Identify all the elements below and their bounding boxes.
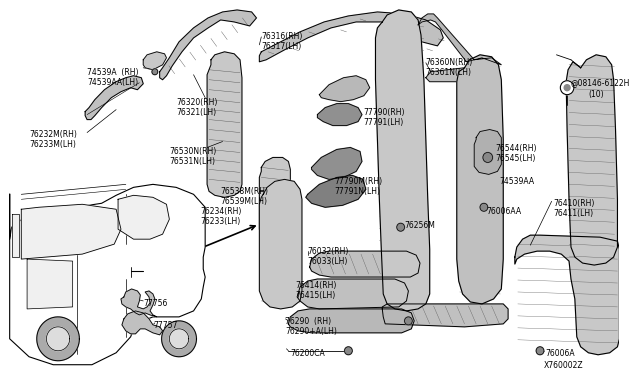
Text: 76411(LH): 76411(LH) [554,209,594,218]
Polygon shape [259,12,444,62]
Text: 76317(LH): 76317(LH) [261,42,301,51]
Text: 76233M(LH): 76233M(LH) [29,140,76,148]
Polygon shape [289,309,414,333]
Text: 76415(LH): 76415(LH) [295,291,335,300]
Circle shape [483,153,493,163]
Polygon shape [162,321,196,357]
Circle shape [152,69,157,75]
Text: 76544(RH): 76544(RH) [495,144,537,154]
Text: 76200CA: 76200CA [291,349,325,358]
Polygon shape [515,235,620,355]
Polygon shape [259,179,302,309]
Text: 76539M(LH): 76539M(LH) [221,197,268,206]
Text: 76320(RH): 76320(RH) [176,98,218,107]
Text: 76361N(LH): 76361N(LH) [426,68,472,77]
Text: 76321(LH): 76321(LH) [176,108,216,117]
Polygon shape [310,251,420,277]
Text: 77757: 77757 [153,321,177,330]
Text: 76032(RH): 76032(RH) [308,247,349,256]
Polygon shape [382,304,508,327]
Text: 77790M(RH): 77790M(RH) [334,177,382,186]
Polygon shape [376,10,429,311]
Text: 76410(RH): 76410(RH) [554,199,595,208]
Circle shape [564,85,570,91]
Text: 76033(LH): 76033(LH) [308,257,348,266]
Polygon shape [21,204,121,259]
Text: 74539AA: 74539AA [499,177,534,186]
Text: @08146-6122H: @08146-6122H [571,78,630,87]
Circle shape [561,81,574,94]
Text: 77790(RH): 77790(RH) [363,108,404,117]
Text: 77756: 77756 [143,299,168,308]
Polygon shape [85,76,143,119]
Polygon shape [457,55,503,304]
Circle shape [397,223,404,231]
Polygon shape [37,317,79,361]
Polygon shape [312,147,362,179]
Polygon shape [160,10,257,80]
Circle shape [404,317,412,325]
Text: (10): (10) [588,90,604,99]
Polygon shape [118,195,170,239]
Polygon shape [207,52,242,197]
Text: 76006AA: 76006AA [487,207,522,216]
Polygon shape [319,76,370,102]
Text: 76290+A(LH): 76290+A(LH) [285,327,337,336]
Text: 76538M(RH): 76538M(RH) [221,187,269,196]
Polygon shape [317,104,362,126]
Text: 76290  (RH): 76290 (RH) [285,317,332,326]
Text: 74539AA(LH): 74539AA(LH) [87,78,138,87]
Text: 76414(RH): 76414(RH) [295,281,337,290]
Polygon shape [12,214,19,257]
Text: 74539A  (RH): 74539A (RH) [87,68,139,77]
Polygon shape [259,157,291,237]
Polygon shape [474,129,501,174]
Polygon shape [121,289,157,317]
Polygon shape [47,327,70,351]
Text: 77791N(LH): 77791N(LH) [334,187,380,196]
Text: 76360N(RH): 76360N(RH) [426,58,473,67]
Text: 76316(RH): 76316(RH) [261,32,303,41]
Text: 76232M(RH): 76232M(RH) [29,129,77,138]
Text: 76531N(LH): 76531N(LH) [170,157,216,166]
Text: 76530N(RH): 76530N(RH) [170,147,216,157]
Text: 77791(LH): 77791(LH) [363,118,403,126]
Polygon shape [306,175,366,207]
Text: 76233(LH): 76233(LH) [200,217,241,226]
Polygon shape [143,52,166,70]
Text: 76256M: 76256M [404,221,435,230]
Polygon shape [27,259,72,309]
Circle shape [480,203,488,211]
Polygon shape [122,311,163,335]
Polygon shape [170,329,189,349]
Circle shape [536,347,544,355]
Polygon shape [566,55,618,265]
Polygon shape [426,68,499,82]
Text: X760002Z: X760002Z [544,361,584,370]
Polygon shape [418,14,501,65]
Text: 76545(LH): 76545(LH) [495,154,536,163]
Circle shape [344,347,352,355]
Text: 76234(RH): 76234(RH) [200,207,242,216]
Polygon shape [297,279,408,309]
Polygon shape [10,185,205,365]
Text: 76006A: 76006A [545,349,575,358]
